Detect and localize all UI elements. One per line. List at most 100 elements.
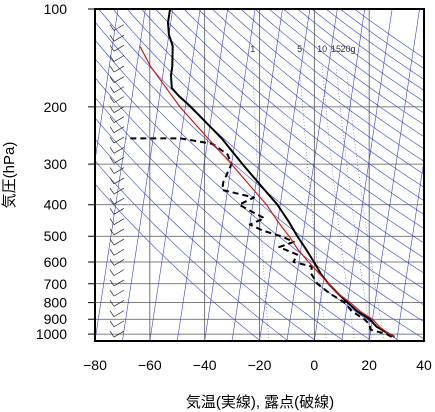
wind-barb-flag	[109, 249, 115, 256]
dry-adiabat-370	[141, 9, 424, 244]
x-axis-label: 気温(実線), 露点(破線)	[186, 394, 334, 411]
wind-barb-flag	[109, 279, 115, 287]
wind-barb-flag	[109, 126, 115, 133]
wind-barb-flag	[109, 86, 115, 93]
wind-barb-staff	[113, 167, 125, 174]
dry-adiabat-440	[240, 9, 424, 150]
wind-barb-flag	[109, 177, 115, 185]
isotherm--90	[95, 9, 119, 163]
dewpoint-line	[125, 137, 393, 338]
wind-barb-staff	[113, 65, 125, 73]
isotherm-10	[341, 9, 393, 341]
wind-barb-staff	[113, 136, 125, 144]
y-tick-label-100: 100	[44, 1, 68, 17]
wind-barb-staff	[113, 320, 125, 328]
x-tick-label--60: −60	[138, 357, 162, 373]
y-tick-label-500: 500	[44, 228, 68, 244]
dry-adiabat-340	[98, 9, 424, 290]
wind-barb-flag	[109, 269, 115, 276]
wind-barb-flag	[109, 45, 115, 52]
wind-barb-staff	[113, 207, 125, 215]
wind-barb-staff	[113, 330, 125, 338]
wind-barb-staff	[113, 238, 125, 246]
wind-barb-flag	[109, 24, 115, 31]
dry-adiabat-380	[155, 9, 424, 229]
x-tick-label-40: 40	[416, 357, 432, 373]
mixing-ratio-label-10: 10	[317, 44, 327, 54]
isotherm-20	[368, 9, 420, 341]
dry-adiabat-290	[95, 96, 372, 341]
isotherm--50	[176, 9, 228, 341]
wind-barb-flag	[109, 320, 115, 328]
wind-barb-staff	[113, 55, 125, 62]
mixing-ratio-label-15: 15	[331, 44, 341, 54]
dry-adiabat-360	[126, 9, 424, 259]
wind-barb-flag	[109, 65, 115, 73]
wind-barb-flag	[109, 238, 115, 246]
wind-barb-flag	[109, 197, 115, 205]
mixing-ratio-label-20: 20g	[341, 44, 356, 54]
wind-barb-flag	[109, 106, 115, 113]
wind-barb-staff	[113, 218, 125, 225]
grid	[95, 9, 424, 341]
dry-adiabat-270	[95, 138, 317, 341]
wind-barb-staff	[113, 228, 125, 236]
wind-barb-flag	[109, 259, 115, 266]
wind-barb-flag	[109, 35, 115, 42]
mixing-ratio-line-5	[299, 66, 327, 341]
isotherm--10	[286, 9, 338, 341]
mixing-ratio-label-5: 5	[297, 44, 302, 54]
y-tick-label-700: 700	[44, 276, 68, 292]
series-group	[125, 9, 395, 338]
isotherm-0	[314, 9, 366, 341]
wind-barb-staff	[113, 300, 125, 307]
dry-adiabat-260	[95, 160, 289, 341]
x-tick-label--20: −20	[248, 357, 272, 373]
wind-barb-staff	[113, 279, 125, 287]
wind-barb-flag	[109, 147, 115, 154]
wind-barb-flag	[109, 330, 115, 338]
x-tick-label-0: 0	[310, 357, 318, 373]
y-tick-label-600: 600	[44, 254, 68, 270]
wind-barb-flag	[109, 187, 115, 195]
wind-barb-flag	[109, 136, 115, 144]
wind-barb-staff	[113, 289, 125, 297]
wind-barb-flag	[109, 300, 115, 307]
wind-barb-staff	[113, 116, 125, 123]
wind-barb-staff	[113, 76, 125, 84]
wind-barb-flag	[109, 55, 115, 62]
wind-barbs	[109, 24, 125, 338]
dry-adiabat-320	[95, 39, 424, 323]
wind-barb-staff	[113, 126, 125, 133]
isotherm--70	[122, 9, 174, 341]
y-axis-label: 気圧(hPa)	[1, 142, 18, 209]
dry-adiabat-410	[197, 9, 424, 188]
temperature-line	[167, 9, 395, 338]
parcel-line	[139, 45, 395, 338]
dry-adiabat-430	[226, 9, 424, 162]
plot-frame	[94, 8, 425, 342]
wind-barb-staff	[113, 197, 125, 205]
wind-barb-staff	[113, 269, 125, 276]
wind-barb-staff	[113, 259, 125, 266]
mixing-ratio-lines	[252, 66, 385, 341]
wind-barb-staff	[113, 177, 125, 185]
wind-barb-flag	[109, 96, 115, 103]
wind-barb-staff	[113, 248, 125, 256]
x-tick-label--40: −40	[193, 357, 217, 373]
x-tick-label-20: 20	[361, 357, 377, 373]
dry-adiabat-400	[183, 9, 424, 202]
y-tick-label-200: 200	[44, 99, 68, 115]
wind-barb-staff	[113, 96, 125, 103]
mixing-ratio-line-1	[252, 66, 270, 341]
wind-barb-staff	[113, 34, 125, 42]
isotherm--60	[149, 9, 201, 341]
wind-barb-flag	[109, 310, 115, 317]
wind-barb-staff	[113, 24, 125, 31]
dry-adiabat-300	[95, 77, 400, 341]
wind-barb-flag	[109, 289, 115, 297]
mixing-ratio-label-1: 1	[250, 44, 255, 54]
isotherm--80	[95, 9, 146, 341]
